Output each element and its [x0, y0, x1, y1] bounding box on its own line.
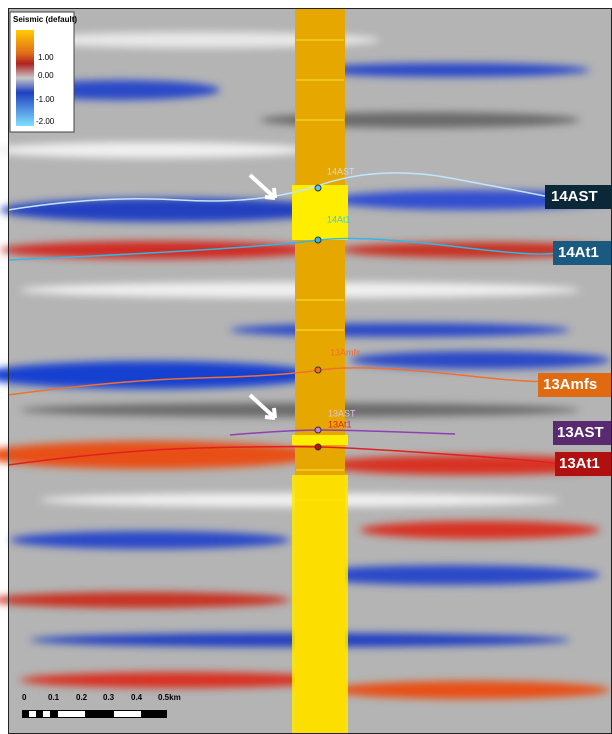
well-marker [315, 444, 321, 450]
legend-tick: 1.00 [38, 53, 54, 62]
well-label: 13At1 [328, 419, 352, 429]
well-marker [315, 367, 321, 373]
scale-bar [22, 710, 167, 718]
well-log-highlight [292, 435, 348, 445]
horizon-label: 13AST [557, 424, 604, 441]
colorbar [16, 30, 34, 126]
scale-label: 0.4 [131, 693, 143, 702]
legend-tick: -1.00 [36, 95, 55, 104]
well-label: 13AST [328, 408, 356, 418]
legend-tick: -2.00 [36, 117, 55, 126]
scale-label: 0 [22, 693, 27, 702]
scale-label: 0.5km [158, 693, 181, 702]
scale-label: 0.3 [103, 693, 115, 702]
seismic-view: 14AST 14At1 13Amfs 13AST 13At1 14AST 14A… [0, 0, 612, 734]
horizon-label: 13Amfs [543, 376, 597, 393]
well-marker [315, 427, 321, 433]
legend-title: Seismic (default) [13, 15, 77, 24]
scale-label: 0.1 [48, 693, 60, 702]
well-log-highlight [292, 185, 348, 240]
scale-label: 0.2 [76, 693, 88, 702]
well-marker [315, 237, 321, 243]
well-label: 14At1 [327, 214, 351, 224]
well-marker [315, 185, 321, 191]
horizon-label: 13At1 [559, 455, 600, 472]
well-label: 13Amfs [330, 347, 361, 357]
well-log-highlight [292, 475, 348, 734]
well-label: 14AST [327, 166, 355, 176]
horizon-label: 14At1 [558, 244, 599, 261]
legend-tick: 0.00 [38, 71, 54, 80]
horizon-label: 14AST [551, 188, 598, 205]
